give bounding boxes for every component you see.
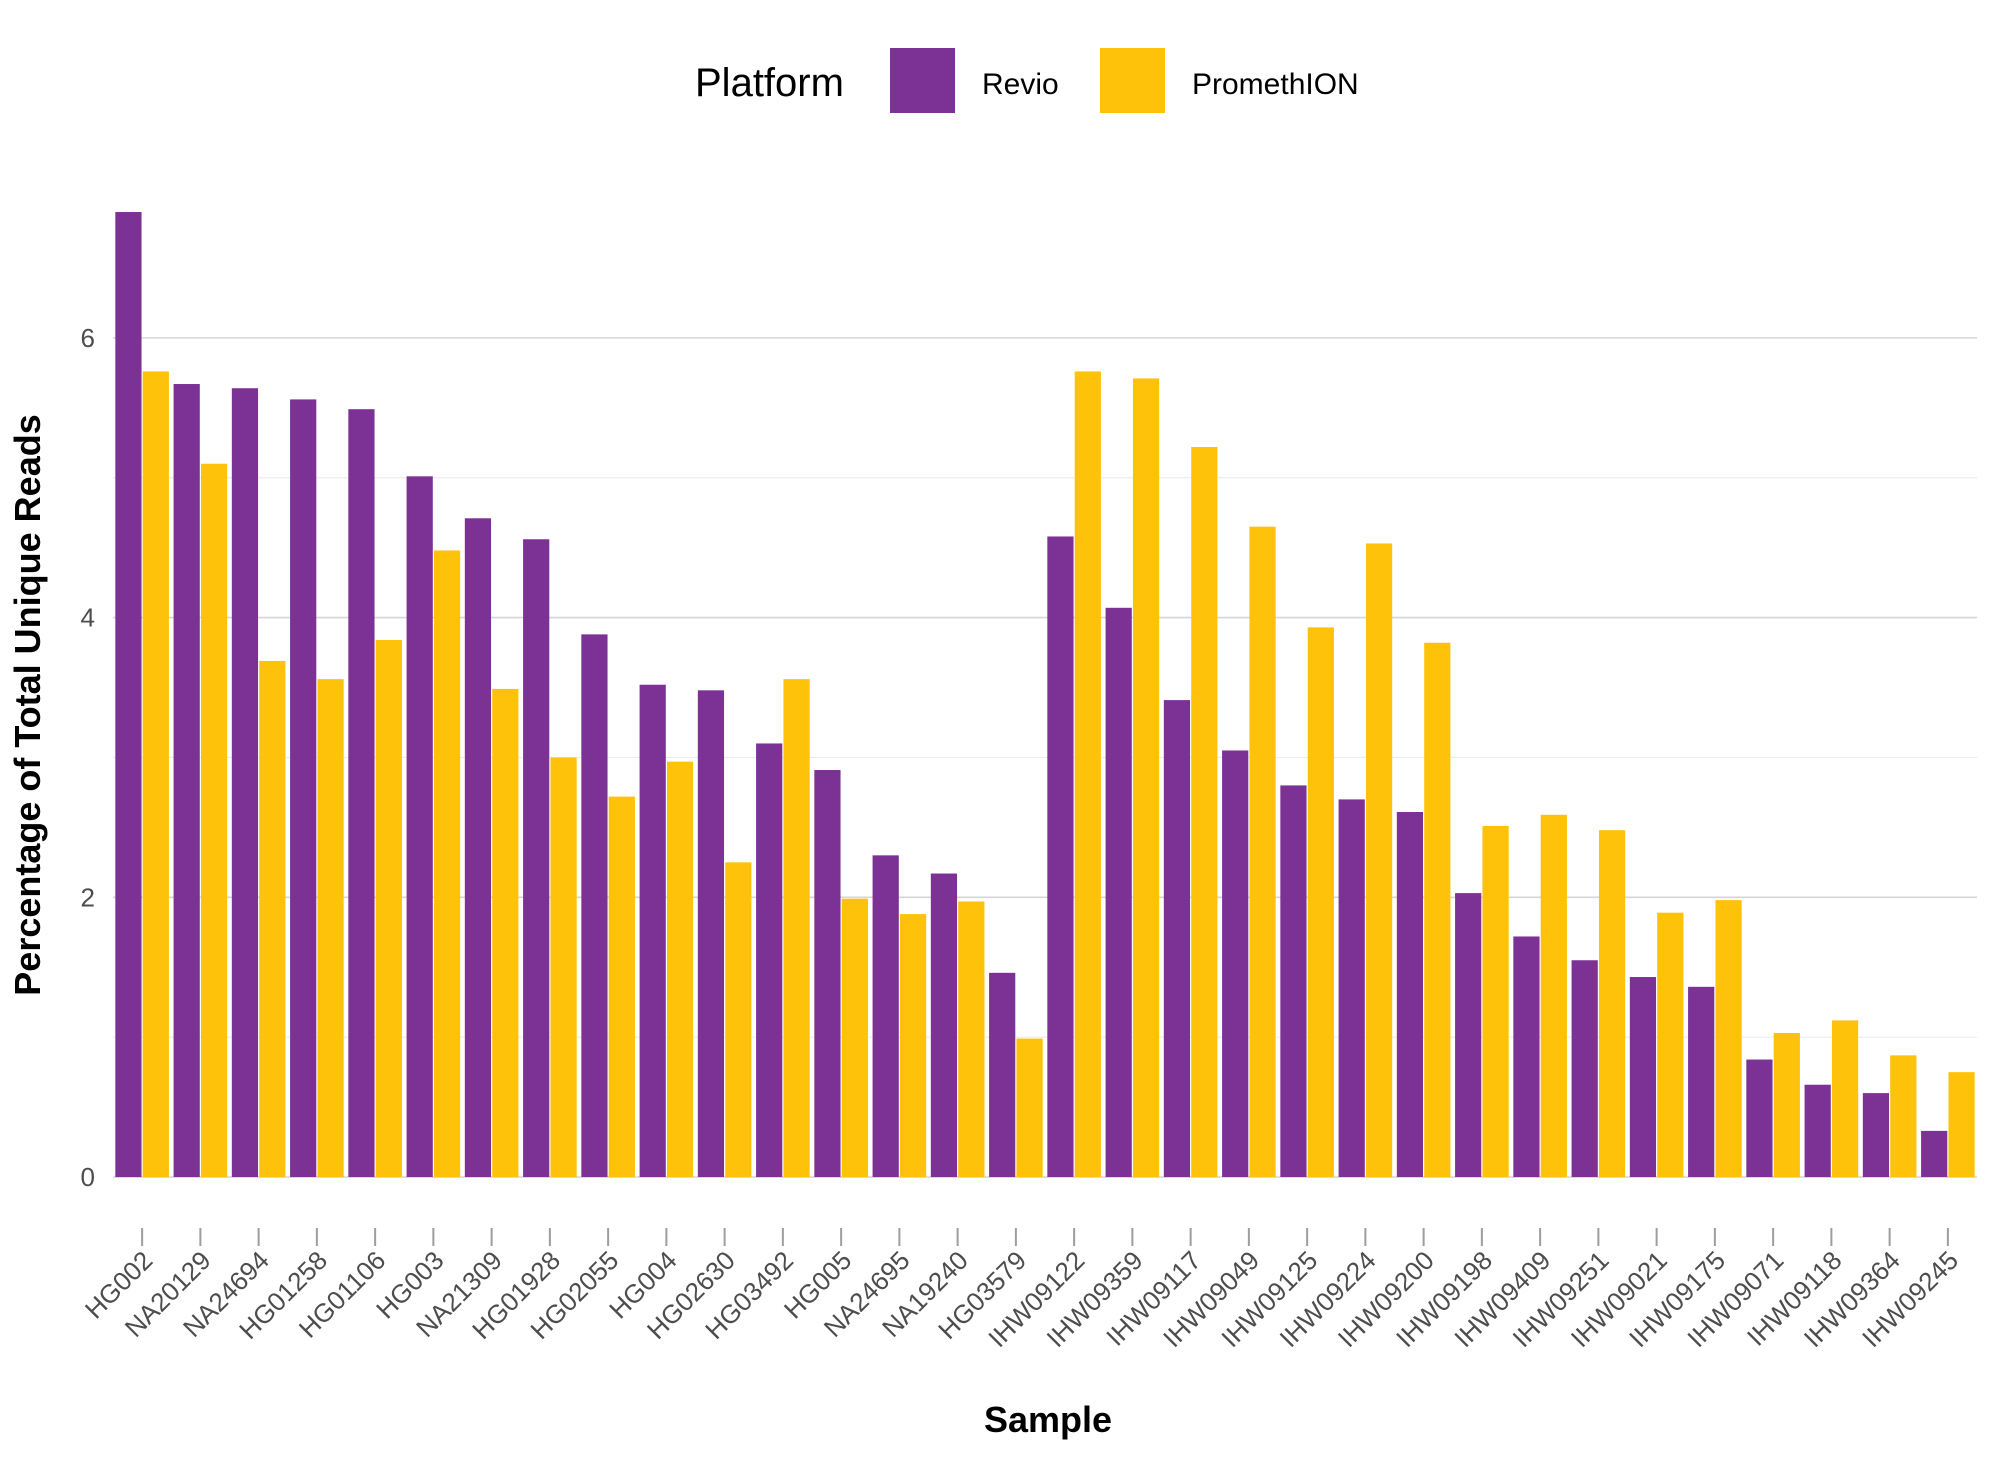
bar-promethion-na24694 (259, 660, 286, 1178)
bar-revio-hg01928 (523, 539, 550, 1178)
legend: Platform Revio PromethION (695, 48, 1359, 113)
bar-promethion-hg01106 (375, 639, 402, 1178)
bar-promethion-hg03579 (1016, 1038, 1043, 1178)
bar-promethion-ihw09122 (1074, 371, 1101, 1178)
bar-promethion-ihw09364 (1890, 1055, 1917, 1178)
bar-promethion-ihw09198 (1482, 825, 1509, 1178)
bar-promethion-ihw09175 (1715, 900, 1742, 1178)
bar-revio-na19240 (930, 873, 958, 1178)
bar-promethion-ihw09117 (1191, 446, 1218, 1178)
y-tick-label: 2 (81, 882, 95, 912)
bars (115, 211, 1975, 1178)
bar-promethion-ihw09021 (1657, 912, 1684, 1178)
bar-revio-ihw09175 (1688, 986, 1715, 1178)
bar-revio-hg01106 (348, 409, 375, 1178)
bar-promethion-ihw09251 (1598, 830, 1626, 1178)
bar-promethion-ihw09245 (1948, 1072, 1975, 1178)
bar-revio-hg01258 (290, 399, 317, 1178)
bar-revio-na21309 (464, 518, 492, 1178)
bar-promethion-ihw09224 (1365, 543, 1393, 1178)
bar-promethion-na24695 (899, 914, 927, 1178)
legend-title: Platform (695, 61, 844, 105)
bar-promethion-hg004 (666, 761, 694, 1178)
bar-revio-hg002 (115, 211, 142, 1178)
bar-promethion-hg005 (841, 898, 868, 1178)
bar-revio-ihw09409 (1513, 936, 1540, 1178)
bar-promethion-hg03492 (783, 679, 810, 1178)
bar-revio-ihw09122 (1047, 536, 1074, 1178)
bar-revio-na20129 (173, 384, 200, 1178)
bar-revio-ihw09364 (1862, 1093, 1890, 1178)
x-axis-title: Sample (984, 1399, 1112, 1440)
bar-revio-ihw09198 (1455, 893, 1482, 1178)
bar-revio-ihw09125 (1280, 785, 1307, 1178)
bar-revio-ihw09021 (1629, 977, 1657, 1178)
bar-revio-hg004 (639, 684, 666, 1178)
bar-promethion-hg003 (433, 550, 461, 1178)
legend-label-promethion: PromethION (1192, 68, 1359, 101)
x-axis: HG002NA20129NA24694HG01258HG01106HG003NA… (79, 1228, 1964, 1353)
bar-promethion-hg01928 (550, 757, 577, 1178)
bar-revio-ihw09359 (1105, 607, 1132, 1178)
legend-swatch-promethion (1100, 48, 1165, 113)
y-tick-label: 4 (81, 603, 95, 633)
bar-promethion-ihw09359 (1132, 378, 1160, 1178)
bar-revio-hg005 (814, 770, 841, 1178)
bar-revio-ihw09224 (1338, 799, 1365, 1178)
bar-revio-hg02630 (697, 690, 725, 1178)
bar-revio-hg02055 (581, 634, 608, 1178)
bar-promethion-na21309 (492, 688, 519, 1178)
bar-revio-hg03492 (756, 743, 783, 1178)
bar-revio-ihw09049 (1222, 750, 1249, 1178)
bar-promethion-ihw09200 (1424, 642, 1451, 1178)
bar-revio-hg003 (406, 476, 433, 1178)
bar-revio-ihw09118 (1804, 1084, 1831, 1178)
bar-promethion-ihw09071 (1773, 1032, 1800, 1178)
y-tick-label: 6 (81, 323, 95, 353)
legend-label-revio: Revio (982, 68, 1059, 101)
y-axis: 0 2 4 6 (81, 323, 95, 1192)
bar-promethion-hg01258 (317, 679, 344, 1178)
bar-revio-ihw09245 (1921, 1130, 1948, 1178)
bar-revio-na24694 (231, 388, 259, 1178)
y-tick-label: 0 (81, 1162, 95, 1192)
legend-swatch-revio (890, 48, 955, 113)
y-axis-title: Percentage of Total Unique Reads (7, 414, 48, 995)
bar-revio-na24695 (872, 855, 899, 1178)
bar-promethion-hg02055 (608, 796, 635, 1178)
bar-revio-ihw09117 (1163, 700, 1191, 1178)
bar-promethion-na19240 (958, 901, 985, 1178)
bar-promethion-hg02630 (725, 862, 752, 1178)
bar-revio-ihw09071 (1746, 1059, 1773, 1178)
bar-promethion-hg002 (142, 371, 169, 1178)
bar-revio-hg03579 (989, 972, 1016, 1178)
bar-promethion-ihw09409 (1540, 814, 1567, 1178)
bar-revio-ihw09200 (1396, 811, 1424, 1178)
bar-promethion-ihw09049 (1249, 526, 1276, 1178)
bar-promethion-ihw09118 (1831, 1020, 1859, 1178)
bar-promethion-na20129 (200, 463, 228, 1178)
bar-revio-ihw09251 (1571, 960, 1598, 1178)
bar-promethion-ihw09125 (1307, 627, 1334, 1178)
